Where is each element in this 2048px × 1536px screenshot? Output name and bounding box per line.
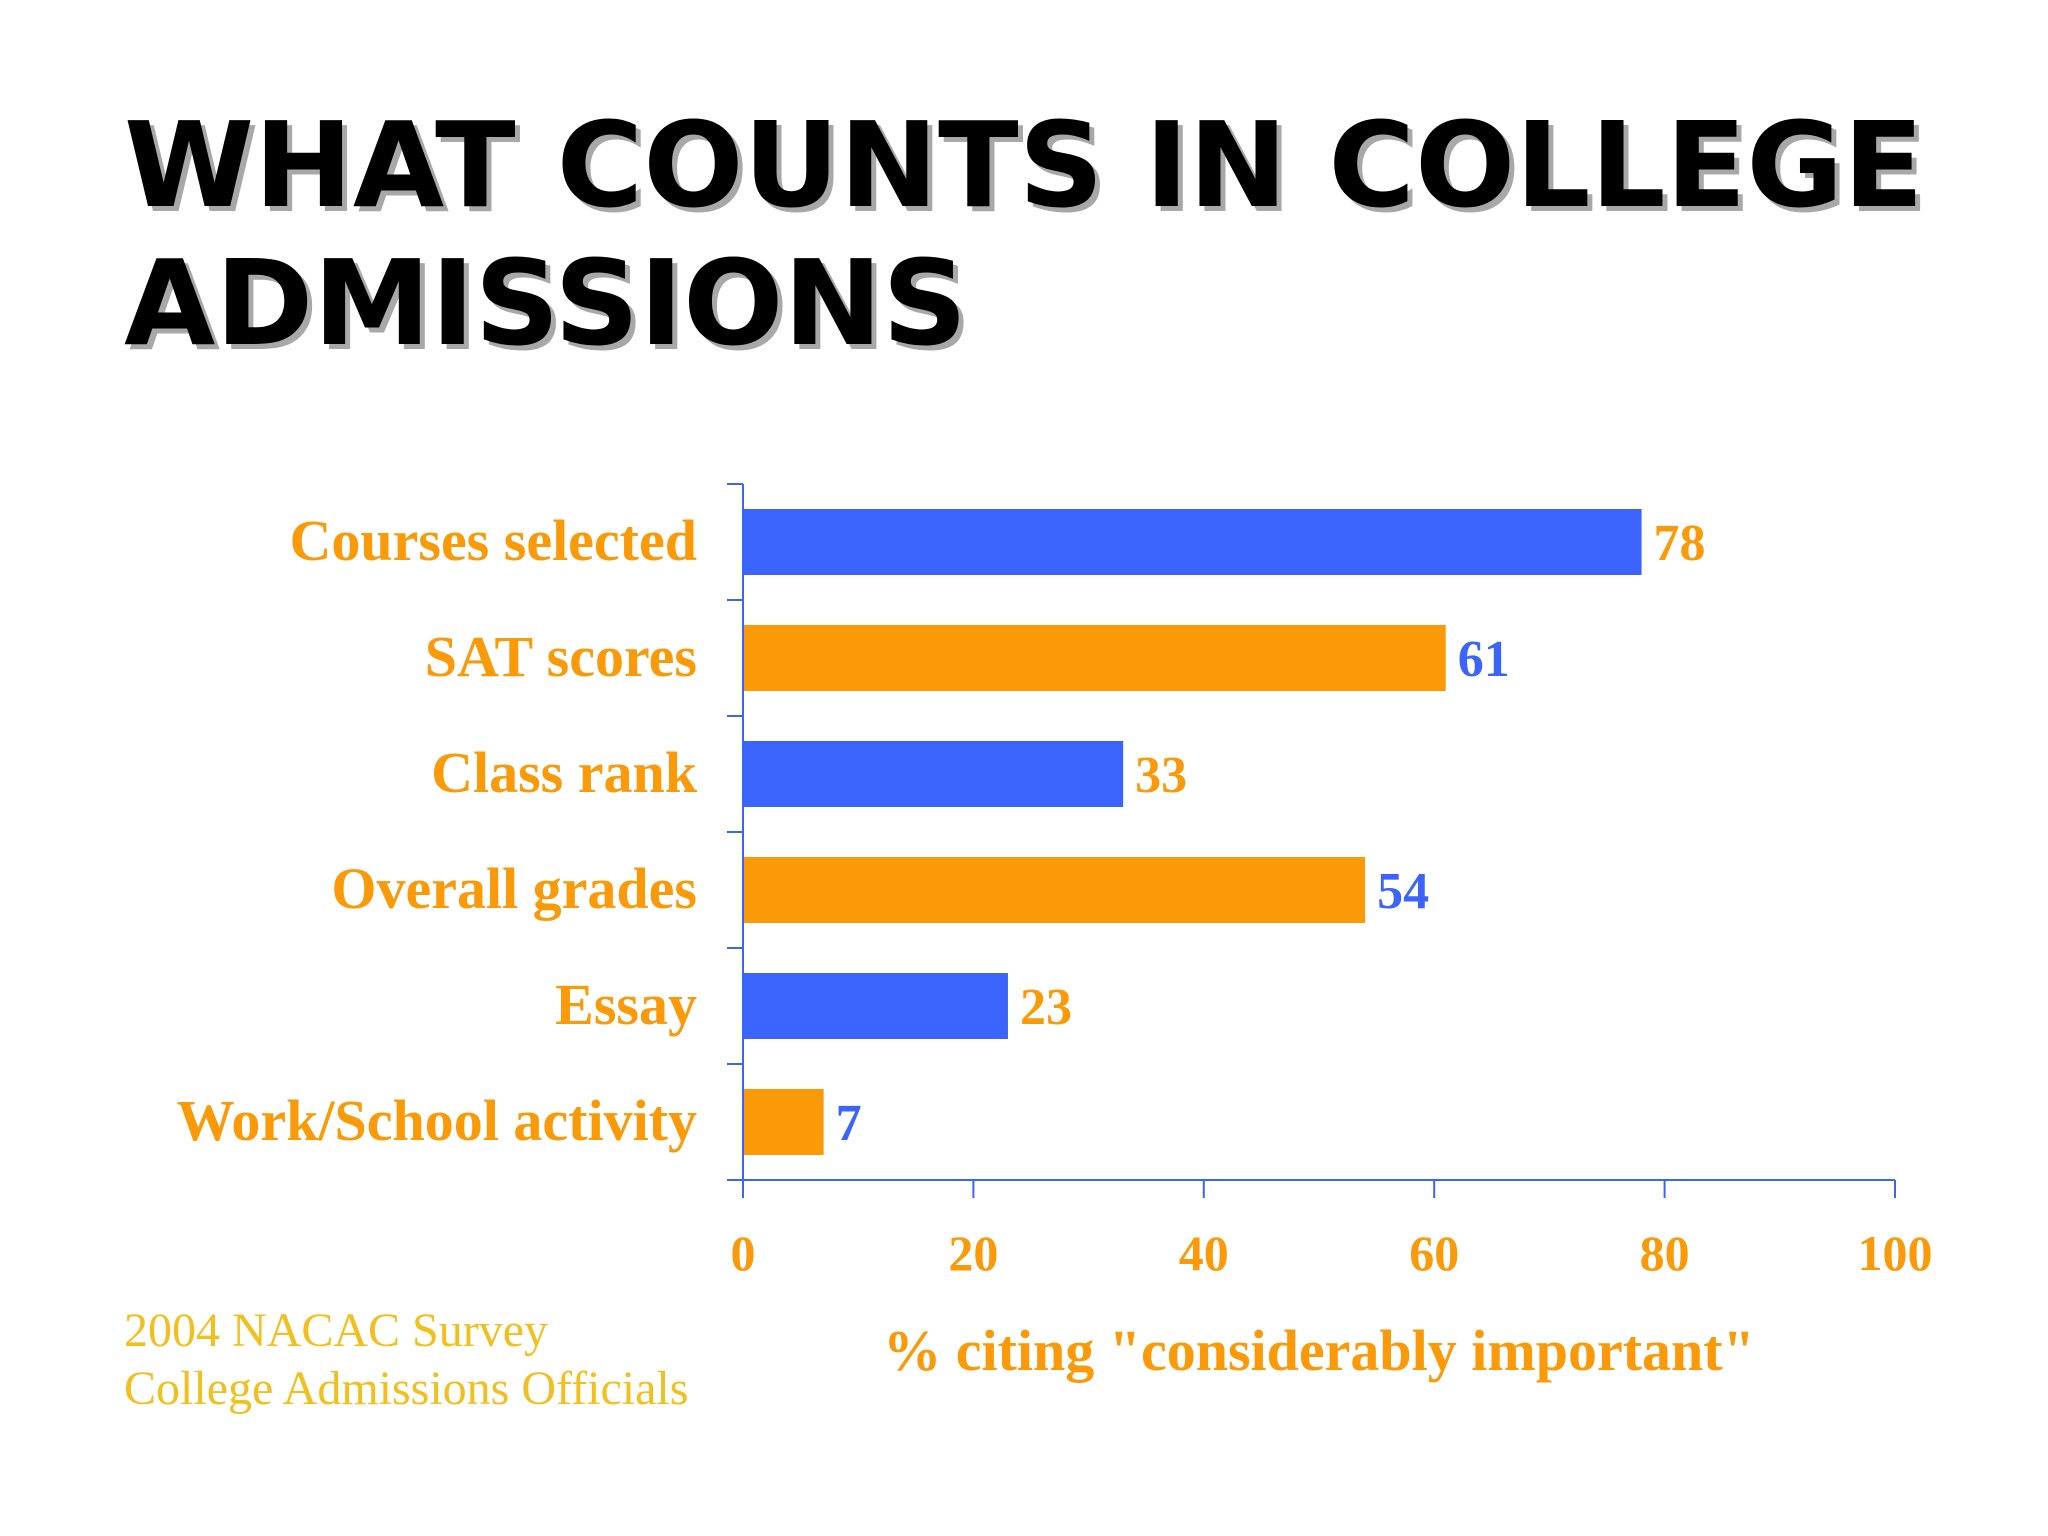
slide-title-line-2: ADMISSIONS [124,234,968,372]
category-label: Essay [555,972,697,1037]
category-label: Work/School activity [177,1088,697,1153]
category-label: Overall grades [331,856,697,921]
x-tick-label: 40 [1179,1225,1229,1281]
source-note: 2004 NACAC Survey College Admissions Off… [124,1302,688,1418]
x-tick-label: 80 [1640,1225,1690,1281]
category-label: Class rank [431,740,698,805]
slide-title-line-1: WHAT COUNTS IN COLLEGE [124,96,1924,234]
source-line-1: 2004 NACAC Survey [124,1304,549,1357]
category-label: SAT scores [425,624,697,689]
bar [744,509,1642,575]
x-axis-title: % citing "considerably important" [883,1318,1755,1383]
bar-value-label: 33 [1135,747,1187,804]
bar-value-label: 78 [1654,515,1706,572]
x-tick-label: 60 [1409,1225,1459,1281]
bar [744,625,1446,691]
bar-value-label: 61 [1458,631,1510,688]
bar [744,741,1124,807]
x-tick-label: 0 [731,1225,756,1281]
bar [744,973,1008,1039]
bar-value-label: 23 [1020,979,1072,1036]
bar [744,1089,824,1155]
category-label: Courses selected [289,508,697,573]
bar [744,857,1366,923]
x-tick-label: 100 [1858,1225,1933,1281]
x-tick-label: 20 [948,1225,998,1281]
slide-title: WHAT COUNTS IN COLLEGE ADMISSIONS [124,96,1924,372]
source-line-2: College Admissions Officials [124,1362,689,1415]
bar-value-label: 7 [836,1095,862,1152]
bar-value-label: 54 [1377,863,1429,920]
